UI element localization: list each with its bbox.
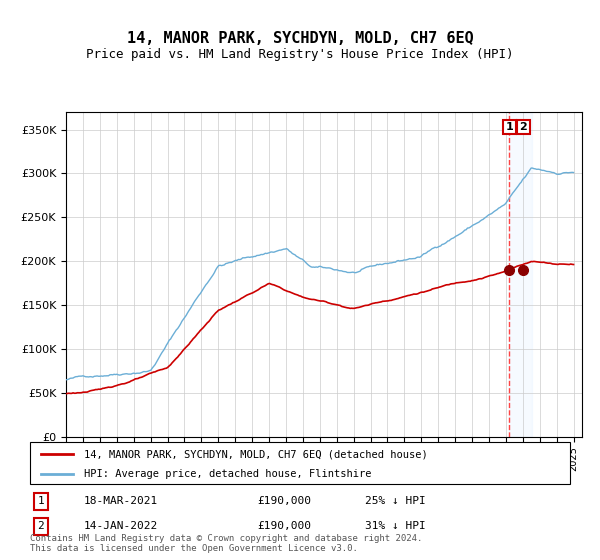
Text: 1: 1 bbox=[506, 122, 513, 132]
Text: 1: 1 bbox=[37, 496, 44, 506]
Text: £190,000: £190,000 bbox=[257, 521, 311, 531]
Text: 25% ↓ HPI: 25% ↓ HPI bbox=[365, 496, 425, 506]
Text: Price paid vs. HM Land Registry's House Price Index (HPI): Price paid vs. HM Land Registry's House … bbox=[86, 48, 514, 60]
Text: 18-MAR-2021: 18-MAR-2021 bbox=[84, 496, 158, 506]
Text: 14, MANOR PARK, SYCHDYN, MOLD, CH7 6EQ (detached house): 14, MANOR PARK, SYCHDYN, MOLD, CH7 6EQ (… bbox=[84, 449, 428, 459]
Bar bbox=[509, 112, 532, 437]
Text: 2: 2 bbox=[520, 122, 527, 132]
Text: HPI: Average price, detached house, Flintshire: HPI: Average price, detached house, Flin… bbox=[84, 469, 371, 479]
Text: 2: 2 bbox=[37, 521, 44, 531]
Text: £190,000: £190,000 bbox=[257, 496, 311, 506]
Text: Contains HM Land Registry data © Crown copyright and database right 2024.
This d: Contains HM Land Registry data © Crown c… bbox=[30, 534, 422, 553]
Text: 14-JAN-2022: 14-JAN-2022 bbox=[84, 521, 158, 531]
Text: 31% ↓ HPI: 31% ↓ HPI bbox=[365, 521, 425, 531]
Text: 14, MANOR PARK, SYCHDYN, MOLD, CH7 6EQ: 14, MANOR PARK, SYCHDYN, MOLD, CH7 6EQ bbox=[127, 31, 473, 46]
